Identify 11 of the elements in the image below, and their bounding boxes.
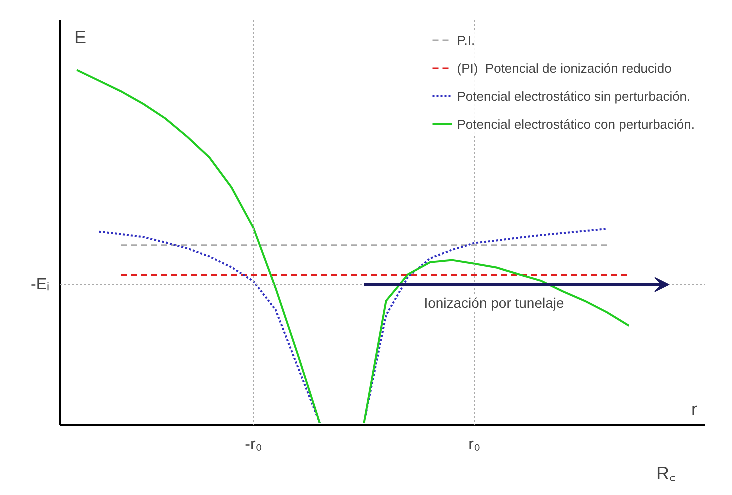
legend-label: (PI) Potencial de ionización reducido [457, 60, 672, 76]
ref-line-label: -Eᵢ [30, 276, 50, 294]
x-tick-label: r₀ [468, 436, 481, 454]
legend-label: Potencial electrostático sin perturbación. [457, 88, 691, 104]
legend-label: Potencial electrostático con perturbación. [457, 116, 695, 132]
x-axis-title: r [692, 400, 698, 420]
y-axis-title: E [74, 28, 87, 48]
text: R꜀ [656, 464, 676, 484]
legend-label: P.I. [457, 32, 476, 48]
annotation: Ionización por tunelaje [424, 294, 565, 311]
x-tick-label: -r₀ [245, 436, 262, 454]
